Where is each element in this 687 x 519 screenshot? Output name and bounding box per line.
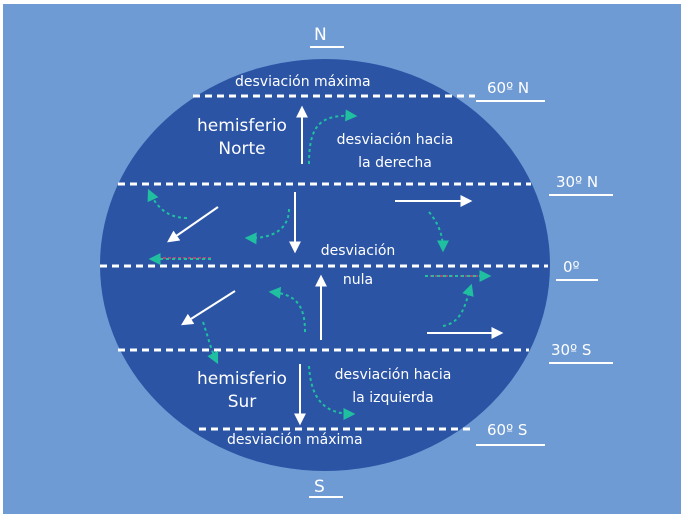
left-deviation-label-1: desviación hacia: [334, 367, 452, 383]
deflection-center-up: [268, 286, 306, 333]
latitude-label-30n: 30º N: [556, 173, 599, 191]
deflection-se-up: [442, 283, 474, 327]
latitude-label-60n: 60º N: [487, 79, 530, 97]
max-deviation-top-label: desviación máxima: [235, 74, 371, 90]
latitude-label-30s: 30º S: [551, 341, 592, 359]
hemisphere-north-label-1: hemisferio: [197, 116, 287, 136]
diagram-graphics: [100, 46, 613, 498]
north-pole-label: N: [314, 25, 327, 45]
null-deviation-label-2: nula: [342, 272, 374, 288]
latitude-label-eq: 0º: [563, 258, 580, 276]
hemisphere-south-label-1: hemisferio: [197, 369, 287, 389]
deflection-n-center: [244, 208, 290, 245]
hemisphere-north-label-2: Norte: [218, 139, 266, 159]
deflection-south-left: [308, 365, 356, 420]
max-deviation-bottom-label: desviación máxima: [227, 432, 363, 448]
arrow-nw-diagonal: [167, 206, 219, 243]
globe: [100, 59, 550, 471]
deflection-ne-down: [428, 211, 449, 253]
deflection-nw-up: [147, 188, 188, 219]
latitude-label-60s: 60º S: [487, 421, 528, 439]
hemisphere-south-label-2: Sur: [227, 392, 257, 412]
arrow-sw-diagonal: [180, 290, 236, 326]
left-deviation-label-2: la izquierda: [352, 390, 434, 406]
coriolis-diagram: N S 60º N 30º N 0º 30º S 60º S desviació…: [3, 4, 681, 514]
south-pole-label: S: [314, 477, 325, 497]
right-deviation-label-1: desviación hacia: [336, 132, 454, 148]
null-deviation-label-1: desviación: [320, 243, 396, 259]
right-deviation-label-2: la derecha: [358, 155, 432, 171]
